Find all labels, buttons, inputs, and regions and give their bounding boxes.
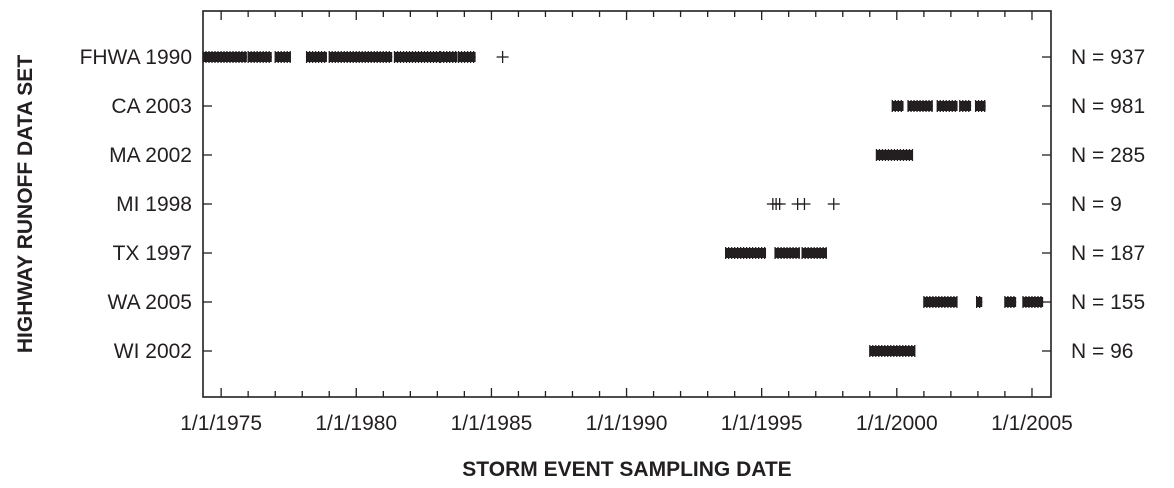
marks-layer bbox=[202, 51, 1044, 357]
sample-run-band bbox=[394, 52, 440, 62]
sample-run-band bbox=[306, 52, 327, 62]
x-tick-label: 1/1/2000 bbox=[856, 412, 938, 435]
n-count-label: N = 96 bbox=[1071, 340, 1133, 363]
sample-run-band bbox=[725, 248, 767, 258]
x-tick-label: 1/1/1990 bbox=[586, 412, 668, 435]
n-count-label: N = 187 bbox=[1071, 242, 1145, 265]
y-tick-label: FHWA 1990 bbox=[80, 46, 192, 69]
y-tick-label: CA 2003 bbox=[111, 95, 192, 118]
n-count-label: N = 285 bbox=[1071, 144, 1145, 167]
x-axis-label: STORM EVENT SAMPLING DATE bbox=[462, 458, 791, 481]
sample-run-band bbox=[203, 52, 247, 62]
labels-layer: 1/1/1975 1/1/1980 1/1/1985 1/1/1990 1/1/1995… bbox=[80, 46, 1146, 435]
x-tick-label: 1/1/1985 bbox=[451, 412, 533, 435]
sample-run-band bbox=[329, 52, 393, 62]
n-count-label: N = 9 bbox=[1071, 193, 1122, 216]
sample-run-band bbox=[275, 52, 291, 62]
x-tick-label: 1/1/2005 bbox=[991, 412, 1073, 435]
y-tick-label: MI 1998 bbox=[116, 193, 192, 216]
plot-frame bbox=[202, 10, 1052, 398]
x-tick-label: 1/1/1975 bbox=[180, 412, 262, 435]
y-axis-label: HIGHWAY RUNOFF DATA SET bbox=[14, 55, 37, 353]
sample-run-band bbox=[923, 297, 958, 307]
n-count-label: N = 155 bbox=[1071, 291, 1145, 314]
x-tick-label: 1/1/1980 bbox=[315, 412, 397, 435]
n-count-label: N = 937 bbox=[1071, 46, 1145, 69]
y-tick-label: WA 2005 bbox=[108, 291, 192, 314]
n-count-label: N = 981 bbox=[1071, 95, 1145, 118]
sample-run-band bbox=[869, 346, 915, 356]
sample-run-band bbox=[937, 101, 958, 111]
sample-run-band bbox=[975, 101, 986, 111]
sample-run-band bbox=[1022, 297, 1044, 307]
y-tick-label: MA 2002 bbox=[109, 144, 192, 167]
ticks-layer bbox=[203, 11, 1051, 397]
x-tick-label: 1/1/1995 bbox=[721, 412, 803, 435]
y-tick-label: TX 1997 bbox=[113, 242, 192, 265]
y-tick-label: WI 2002 bbox=[114, 340, 192, 363]
